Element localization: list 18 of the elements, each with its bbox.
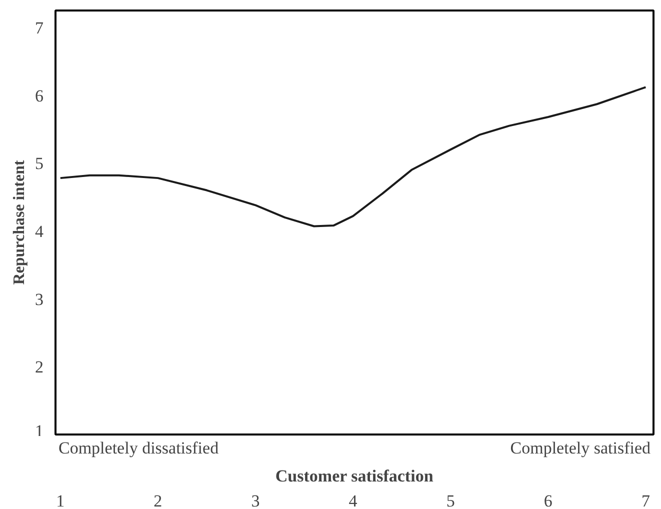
- text: Completely dissatisfied: [58, 438, 220, 458]
- x-tick-label: 2: [154, 492, 162, 509]
- line-series: [59, 86, 647, 228]
- x-tick-label: 4: [348, 492, 358, 509]
- x-tick-label: 1: [56, 492, 65, 509]
- x-tick-label: 7: [641, 492, 650, 509]
- y-tick-label: 6: [35, 86, 44, 106]
- y-tick-label: 2: [35, 358, 44, 377]
- x-tick-label: 5: [446, 492, 455, 509]
- x-axis-title: Customer satisfaction: [275, 466, 434, 486]
- y-tick-label: 5: [35, 154, 44, 174]
- y-axis-title: Repurchase intent: [11, 160, 28, 285]
- x-tick-label: 6: [544, 492, 552, 509]
- text: Completely satisfied: [510, 438, 651, 458]
- y-tick-label: 7: [35, 18, 44, 38]
- y-tick-label: 3: [35, 290, 44, 309]
- x-tick-label: 3: [251, 492, 260, 509]
- y-tick-label: 4: [35, 222, 44, 241]
